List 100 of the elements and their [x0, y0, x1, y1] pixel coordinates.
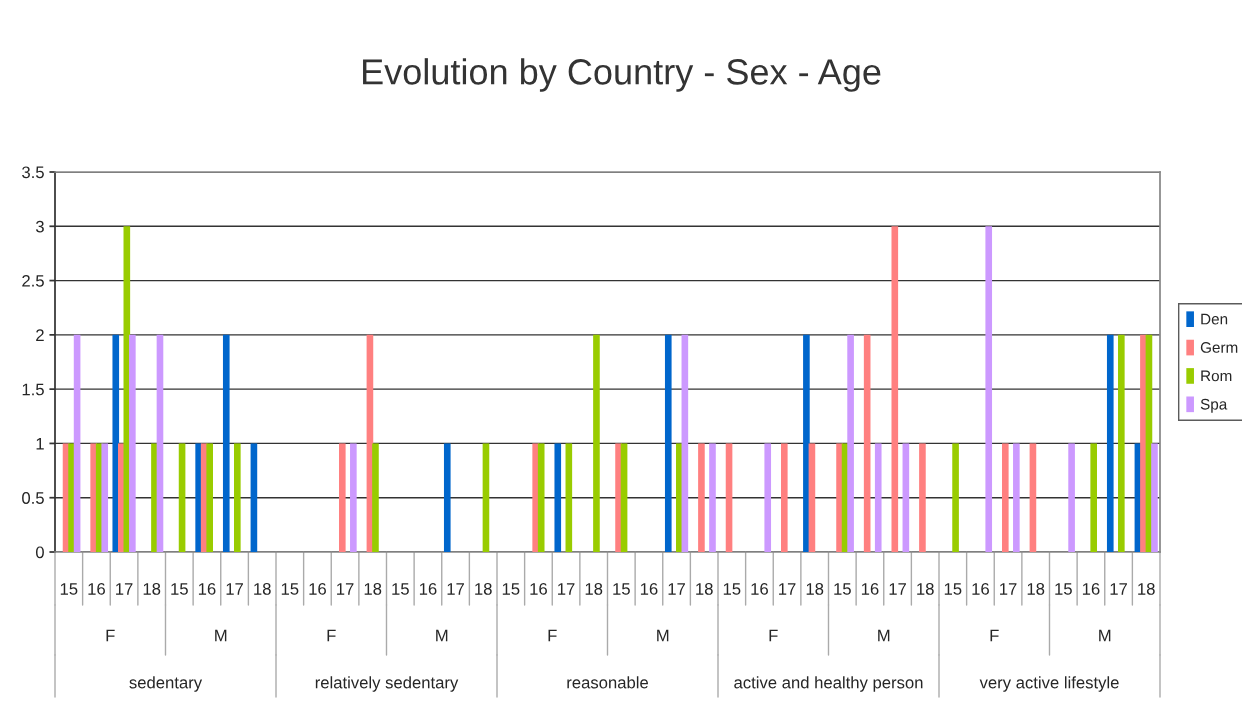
bar	[73, 334, 81, 552]
bar	[985, 226, 993, 552]
y-tick-label: 1.5	[22, 383, 44, 396]
x-tick-label: 17	[337, 583, 354, 595]
bar	[554, 443, 562, 552]
bar	[874, 443, 882, 552]
bar	[902, 443, 910, 552]
legend-label: Germ	[1200, 342, 1238, 353]
x-tick-label: 15	[613, 583, 630, 595]
x-tick-label: 17	[668, 583, 685, 595]
x-tick-label: 18	[585, 583, 603, 595]
bar	[1001, 443, 1009, 552]
x-tick-label: 18	[917, 583, 934, 595]
bar	[863, 334, 871, 552]
x-tick-label: 16	[198, 583, 216, 595]
y-tick-label: 0	[35, 546, 44, 559]
y-tick-label: 2	[36, 329, 44, 341]
text: M	[657, 629, 669, 642]
x-tick-label: 18	[1138, 583, 1155, 595]
x-tick-label: 15	[60, 583, 78, 595]
bar	[593, 334, 600, 552]
text: F	[769, 629, 778, 642]
x-tick-label: 16	[640, 583, 658, 595]
bar	[847, 334, 854, 552]
bar	[891, 226, 899, 552]
bar	[222, 334, 230, 552]
bar	[1068, 443, 1075, 552]
text: F	[327, 629, 336, 642]
text: M	[1099, 629, 1111, 642]
x-tick-label: 15	[834, 583, 851, 595]
bar	[803, 334, 810, 552]
x-tick-label: 16	[419, 583, 437, 595]
x-tick-label: 16	[972, 583, 989, 595]
bar	[565, 443, 573, 552]
text: reasonable	[567, 676, 648, 689]
bar	[1029, 443, 1037, 552]
legend-label: Spa	[1200, 398, 1228, 413]
text: relatively sedentary	[315, 676, 459, 692]
bar	[234, 443, 241, 552]
x-tick-label: 18	[806, 583, 824, 595]
x-tick-label: 17	[226, 583, 243, 595]
x-tick-label: 15	[723, 583, 741, 595]
x-tick-label: 17	[1000, 583, 1017, 595]
chart-title: Evolution by Country - Sex - Age	[363, 58, 881, 92]
bar	[698, 443, 705, 552]
y-tick-label: 2.5	[22, 274, 44, 287]
text: very active lifestyle	[979, 676, 1119, 692]
bar	[206, 443, 214, 552]
text: F	[990, 629, 999, 642]
bar	[620, 443, 628, 552]
x-tick-label: 16	[1082, 583, 1100, 595]
bar	[537, 443, 545, 552]
bar	[101, 443, 109, 552]
x-tick-label: 16	[530, 583, 547, 595]
bar	[808, 443, 816, 552]
text: F	[548, 629, 557, 642]
bar	[725, 443, 733, 552]
bar	[681, 334, 689, 552]
bar	[780, 443, 788, 552]
bar	[129, 334, 136, 552]
x-tick-label: 17	[116, 583, 133, 595]
bar	[1118, 334, 1125, 552]
bar	[372, 443, 379, 552]
x-tick-label: 16	[309, 583, 326, 595]
bar	[1151, 443, 1158, 552]
bar	[1106, 334, 1114, 552]
x-tick-label: 18	[143, 583, 161, 595]
x-tick-label: 15	[281, 583, 299, 595]
bar	[764, 443, 772, 552]
x-tick-label: 15	[171, 583, 188, 595]
text: M	[878, 629, 890, 642]
x-tick-label: 16	[751, 583, 768, 595]
text: M	[215, 629, 227, 642]
x-tick-label: 18	[364, 583, 382, 595]
x-tick-label: 15	[944, 583, 962, 595]
x-tick-label: 17	[1110, 583, 1127, 595]
bar	[156, 334, 164, 552]
y-tick-label: 3	[35, 220, 44, 233]
bar	[178, 443, 186, 552]
x-tick-label: 18	[696, 583, 713, 595]
x-tick-label: 18	[1027, 583, 1045, 595]
x-tick-label: 17	[447, 583, 464, 595]
x-tick-label: 15	[502, 583, 520, 595]
bar	[919, 443, 926, 552]
bar	[350, 443, 357, 552]
bar	[482, 443, 490, 552]
bar	[952, 443, 959, 552]
text: M	[436, 629, 448, 642]
legend-label: Rom	[1201, 370, 1232, 382]
legend-label: Den	[1201, 313, 1228, 325]
bar	[443, 443, 451, 552]
x-tick-label: 15	[1055, 583, 1072, 595]
x-tick-label: 15	[392, 583, 409, 595]
text: F	[106, 629, 115, 642]
x-tick-label: 18	[254, 583, 271, 595]
bar	[1090, 443, 1098, 552]
y-tick-label: 3.5	[22, 166, 44, 179]
bar	[709, 443, 716, 552]
y-tick-label: 1	[36, 438, 44, 450]
x-tick-label: 17	[558, 583, 575, 595]
